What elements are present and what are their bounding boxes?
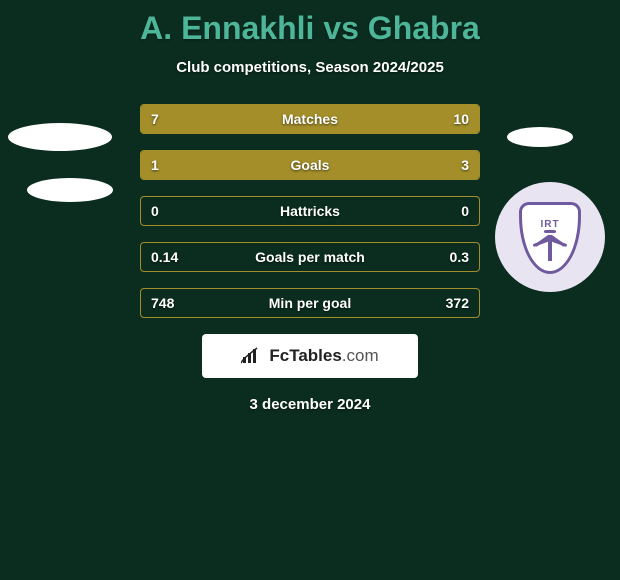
stat-value-right: 372 [446, 289, 469, 317]
stat-bar: Min per goal748 372 [140, 288, 480, 318]
stat-value-right: 0 [461, 197, 469, 225]
brand-domain: .com [342, 346, 379, 365]
stat-value-left: 0 [151, 197, 159, 225]
date-text: 3 december 2024 [0, 396, 620, 413]
stat-bar-label: Goals [141, 151, 479, 179]
stat-value-left: 1 [151, 151, 159, 179]
stat-bar: Goals1 3 [140, 150, 480, 180]
page-title: A. Ennakhli vs Ghabra [0, 0, 620, 47]
stat-bar: Matches7 10 [140, 104, 480, 134]
palm-leaf-icon [544, 230, 556, 233]
stats-area: IRT Matches7 10 Goals1 3 Hattricks0 0 Goals pe… [0, 104, 620, 413]
bar-chart-icon [241, 347, 263, 365]
crest-text: IRT [522, 219, 578, 230]
subtitle: Club competitions, Season 2024/2025 [0, 59, 620, 76]
stat-bar-label: Goals per match [141, 243, 479, 271]
stat-value-right: 3 [461, 151, 469, 179]
stat-value-right: 10 [453, 105, 469, 133]
stat-bar-label: Hattricks [141, 197, 479, 225]
brand-logo[interactable]: FcTables.com [202, 334, 418, 378]
stat-bar: Goals per match0.14 0.3 [140, 242, 480, 272]
stat-value-left: 7 [151, 105, 159, 133]
shield-icon: IRT [519, 202, 581, 274]
stat-value-left: 748 [151, 289, 174, 317]
stat-bar: Hattricks0 0 [140, 196, 480, 226]
stat-bar-label: Min per goal [141, 289, 479, 317]
left-badge-oval [27, 178, 113, 202]
right-badge-oval [507, 127, 573, 147]
brand-name: FcTables [269, 346, 341, 365]
stat-bar-label: Matches [141, 105, 479, 133]
stat-value-right: 0.3 [450, 243, 469, 271]
left-badge-oval [8, 123, 112, 151]
brand-text: FcTables.com [269, 346, 378, 366]
team-crest-right: IRT [495, 182, 605, 292]
stat-value-left: 0.14 [151, 243, 178, 271]
